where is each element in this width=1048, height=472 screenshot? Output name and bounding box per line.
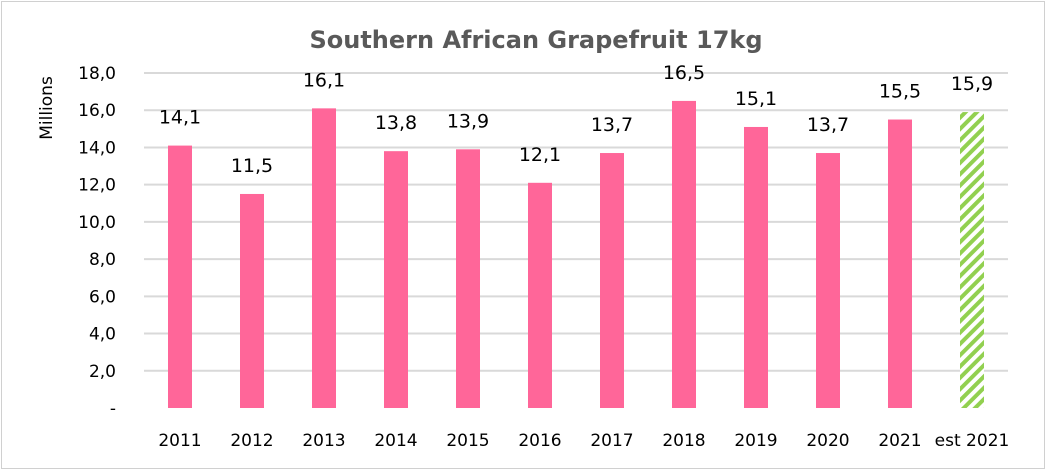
data-label: 12,1 bbox=[519, 144, 561, 166]
bar-estimate bbox=[960, 112, 984, 408]
x-tick-label: 2019 bbox=[734, 431, 777, 451]
y-tick-label: 8,0 bbox=[89, 250, 116, 270]
bar bbox=[168, 145, 192, 409]
data-label: 13,7 bbox=[807, 114, 849, 136]
y-tick-label: - bbox=[110, 399, 116, 419]
data-label: 16,1 bbox=[303, 69, 345, 91]
y-tick-label: 2,0 bbox=[89, 362, 116, 382]
bar bbox=[384, 151, 408, 408]
bar bbox=[744, 126, 768, 408]
x-tick-label: est 2021 bbox=[935, 431, 1010, 451]
x-tick-label: 2018 bbox=[662, 431, 705, 451]
bar bbox=[888, 119, 912, 409]
y-tick-label: 16,0 bbox=[78, 101, 116, 121]
bar bbox=[456, 149, 480, 409]
x-tick-label: 2016 bbox=[518, 431, 561, 451]
data-label: 13,8 bbox=[375, 112, 417, 134]
x-tick-label: 2020 bbox=[806, 431, 849, 451]
data-label: 15,9 bbox=[951, 73, 993, 95]
x-tick-label: 2012 bbox=[230, 431, 273, 451]
y-tick-label: 10,0 bbox=[78, 213, 116, 233]
y-axis-label: Millions bbox=[37, 76, 57, 140]
bar bbox=[312, 108, 336, 408]
data-label: 15,5 bbox=[879, 81, 921, 103]
data-label: 14,1 bbox=[159, 107, 201, 129]
y-tick-label: 12,0 bbox=[78, 176, 116, 196]
bar bbox=[600, 153, 624, 408]
data-label: 16,5 bbox=[663, 62, 705, 84]
data-label: 11,5 bbox=[231, 155, 273, 177]
y-tick-label: 4,0 bbox=[89, 325, 116, 345]
chart-title: Southern African Grapefruit 17kg bbox=[309, 26, 762, 54]
y-tick-label: 6,0 bbox=[89, 287, 116, 307]
bar bbox=[672, 100, 696, 409]
bar bbox=[528, 182, 552, 408]
x-tick-label: 2017 bbox=[590, 431, 633, 451]
x-tick-label: 2014 bbox=[374, 431, 417, 451]
data-label: 13,9 bbox=[447, 110, 489, 132]
x-tick-label: 2015 bbox=[446, 431, 489, 451]
y-tick-label: 14,0 bbox=[78, 138, 116, 158]
bar bbox=[816, 153, 840, 408]
x-tick-label: 2021 bbox=[878, 431, 921, 451]
data-label: 13,7 bbox=[591, 114, 633, 136]
y-tick-label: 18,0 bbox=[78, 64, 116, 84]
bar bbox=[240, 193, 264, 408]
x-tick-label: 2011 bbox=[158, 431, 201, 451]
data-label: 15,1 bbox=[735, 88, 777, 110]
x-tick-label: 2013 bbox=[302, 431, 345, 451]
